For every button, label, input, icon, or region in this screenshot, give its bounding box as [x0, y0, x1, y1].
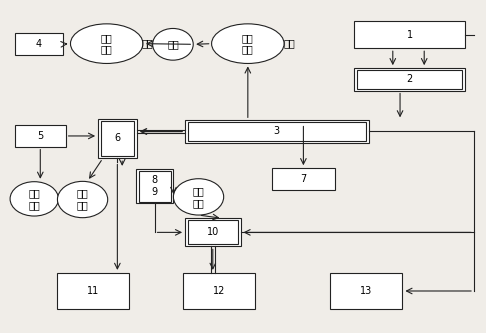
Text: 检测: 检测 [283, 39, 295, 49]
Bar [15, 33, 63, 55]
Text: 供电: 供电 [242, 45, 254, 55]
Text: 电压: 电压 [28, 188, 40, 198]
Text: 启动: 启动 [101, 33, 113, 43]
Text: 切换: 切换 [77, 188, 88, 198]
Bar [185, 120, 369, 143]
Text: 指令: 指令 [192, 198, 205, 208]
Text: 指令: 指令 [142, 39, 154, 49]
Bar [139, 171, 171, 201]
Text: 11: 11 [87, 286, 99, 296]
Text: 建立: 建立 [28, 200, 40, 210]
Ellipse shape [211, 24, 284, 64]
Ellipse shape [10, 182, 58, 216]
Bar [183, 273, 255, 309]
Bar [357, 70, 462, 89]
Bar [136, 169, 174, 203]
Text: 切换: 切换 [192, 186, 205, 196]
Text: 3: 3 [274, 127, 280, 137]
Text: 2: 2 [407, 74, 413, 84]
Bar [188, 220, 238, 244]
Ellipse shape [70, 24, 143, 64]
Bar [98, 119, 137, 158]
Text: 12: 12 [213, 286, 225, 296]
Text: 停止: 停止 [242, 33, 254, 43]
Bar [330, 273, 402, 309]
Bar [354, 68, 465, 91]
Text: 6: 6 [114, 134, 121, 144]
Text: 4: 4 [36, 39, 42, 49]
Ellipse shape [174, 179, 224, 215]
Text: 13: 13 [360, 286, 372, 296]
Bar [185, 218, 241, 246]
Bar [188, 122, 366, 141]
Bar [101, 121, 134, 156]
Text: 10: 10 [207, 227, 219, 237]
Bar [354, 21, 465, 48]
Text: 7: 7 [300, 174, 307, 184]
Bar [272, 168, 335, 189]
Text: 5: 5 [37, 131, 43, 141]
Text: 8
9: 8 9 [152, 175, 157, 197]
Text: 延时: 延时 [167, 39, 179, 49]
Text: 停止: 停止 [101, 45, 113, 55]
Ellipse shape [153, 28, 193, 60]
Bar [57, 273, 129, 309]
Text: 指令: 指令 [77, 200, 88, 210]
Ellipse shape [57, 181, 108, 218]
Bar [15, 125, 66, 147]
Text: 1: 1 [407, 30, 413, 40]
